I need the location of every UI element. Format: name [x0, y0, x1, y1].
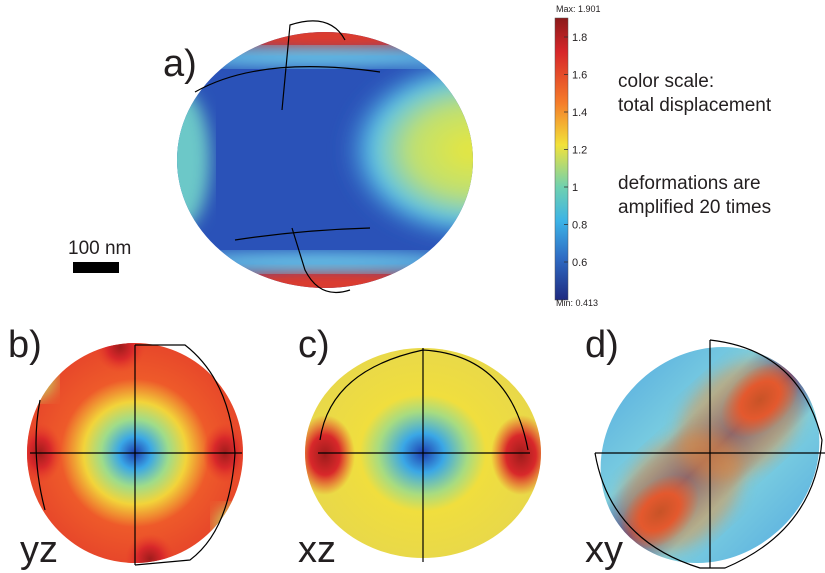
colorbar-tick-label: 1.6	[572, 70, 587, 82]
colorbar-tick-label: 1	[572, 182, 578, 194]
panel-c-wireframe	[318, 348, 530, 562]
plane-label: xz	[298, 529, 336, 571]
note: amplified 20 times	[618, 197, 771, 218]
panel-label: a)	[163, 43, 197, 85]
colorbar	[554, 17, 569, 301]
plane-label: yz	[20, 529, 58, 571]
panel-d-wireframe	[594, 339, 825, 569]
colorbar-tick-label: 1.8	[572, 32, 587, 44]
panel-label: c)	[298, 324, 330, 366]
panel-d-map	[590, 335, 825, 573]
panel-a-wireframe	[194, 20, 381, 294]
note: deformations are	[618, 173, 761, 194]
colorbar-tick-label: 0.6	[572, 257, 587, 269]
colorbar-tick-label: 1.4	[572, 107, 587, 119]
panel-b-wireframe	[30, 344, 242, 566]
panel-label: b)	[8, 324, 42, 366]
plane-label: xy	[585, 529, 623, 571]
colorbar-max: Max: 1.901	[556, 4, 601, 14]
panel-label: d)	[585, 324, 619, 366]
panel-a-map	[177, 32, 473, 288]
note: color scale:	[618, 71, 714, 92]
scale-bar-label: 100 nm	[68, 238, 131, 259]
colorbar-tick-label: 0.8	[572, 220, 587, 232]
colorbar-min: Min: 0.413	[556, 298, 598, 308]
note: total displacement	[618, 95, 772, 116]
colorbar-tick-label: 1.2	[572, 145, 587, 157]
scale-bar	[73, 262, 119, 273]
